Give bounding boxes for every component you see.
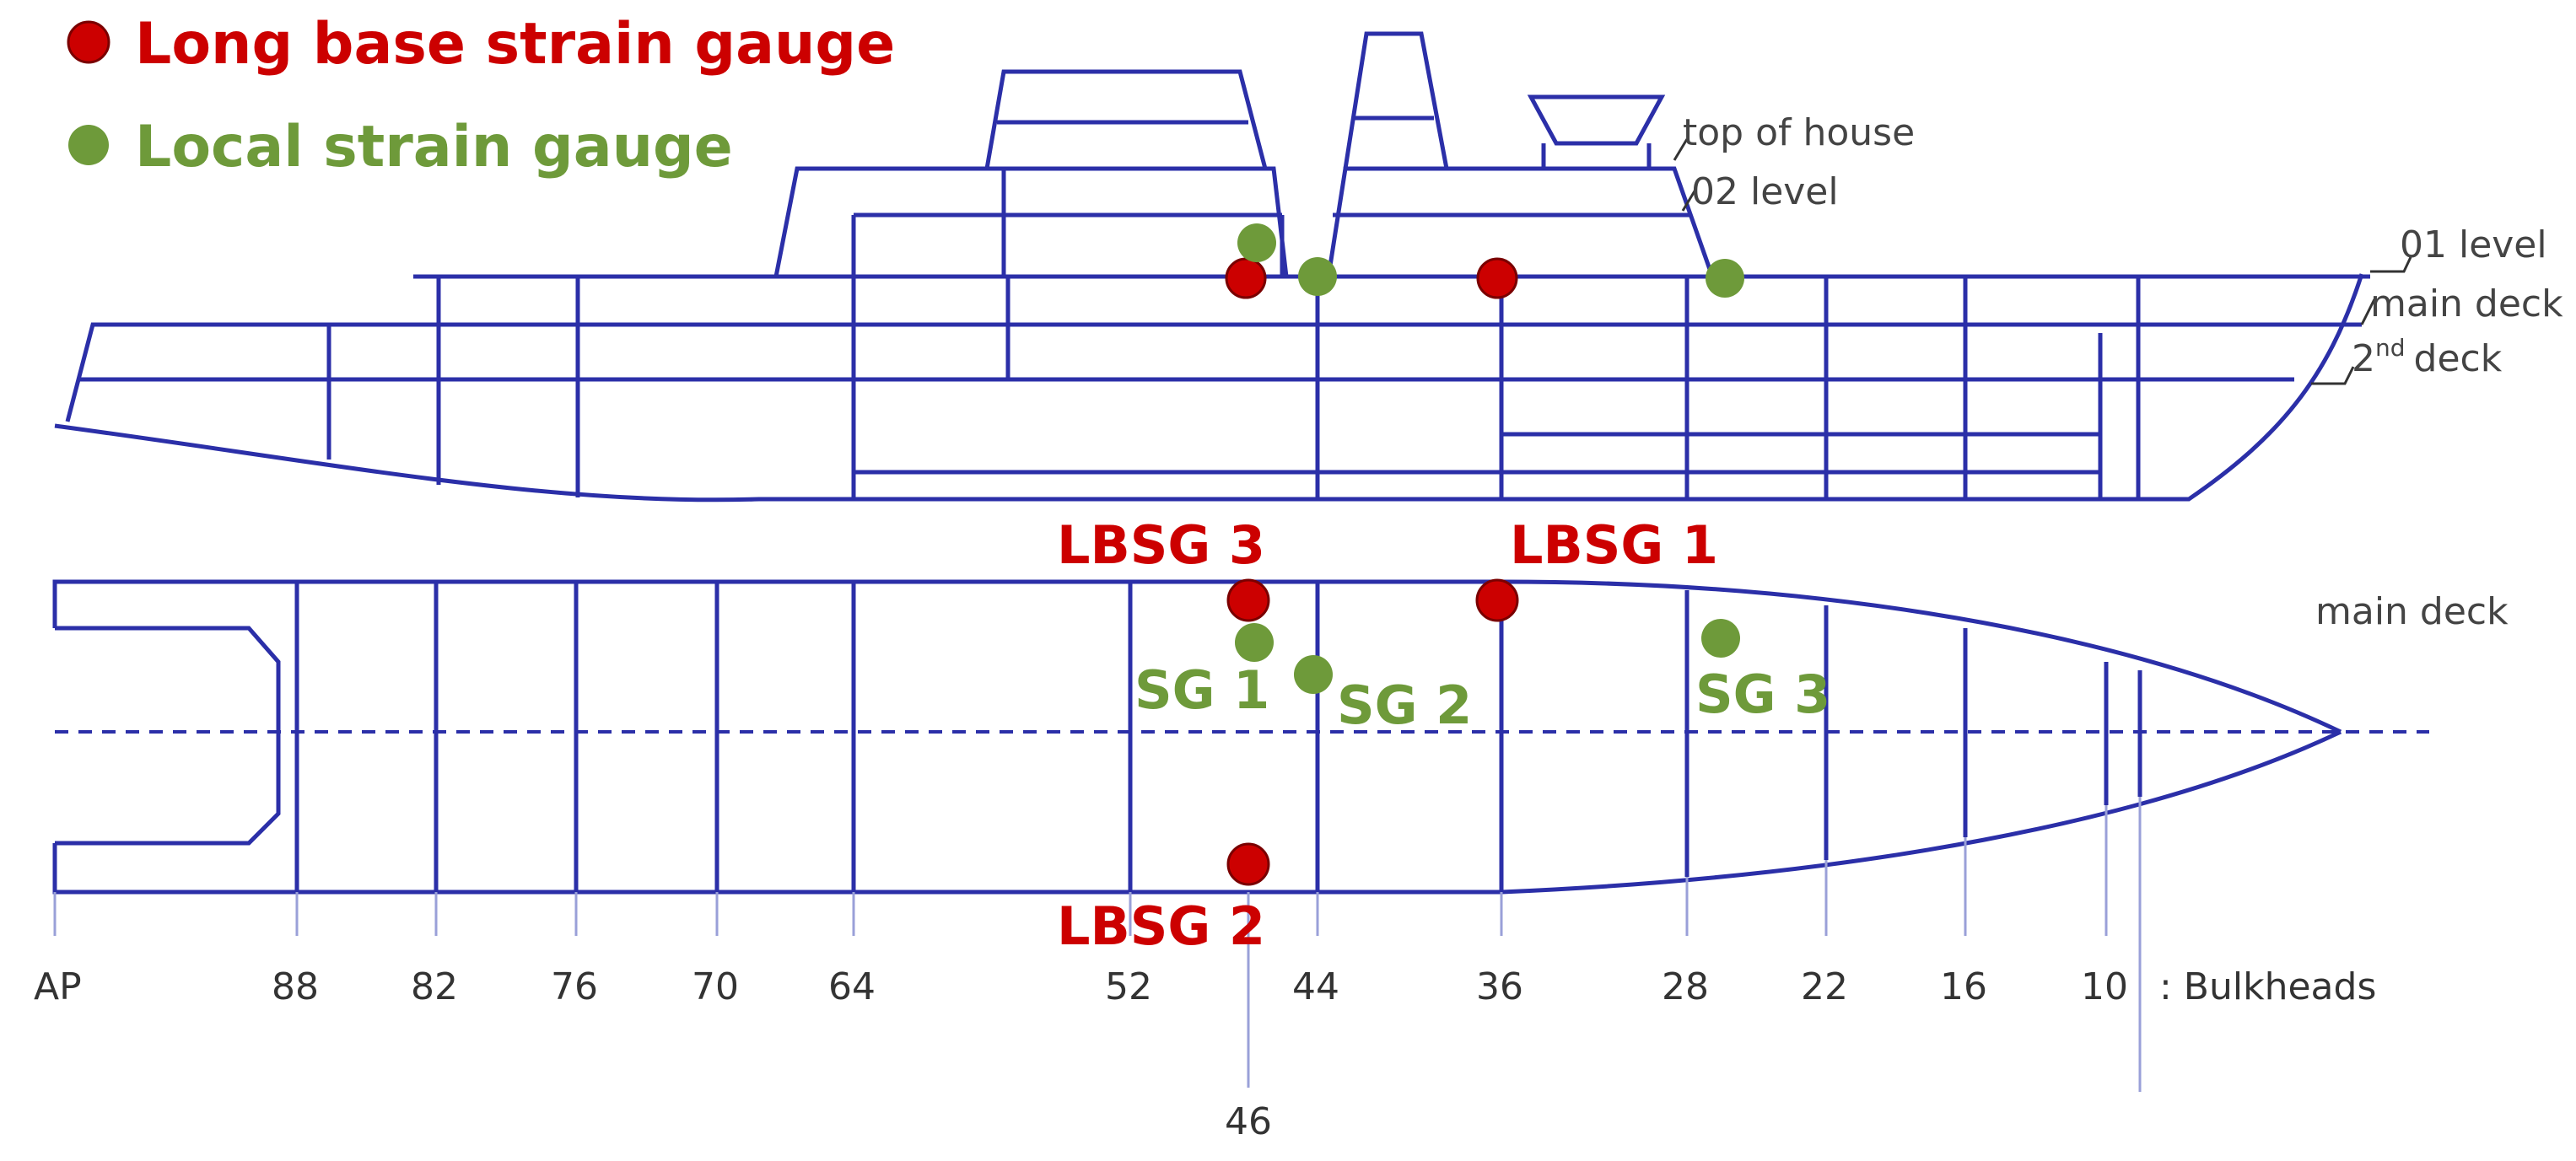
- lbsg-2-marker: [1226, 842, 1270, 886]
- label-02-level: 02 level: [1691, 170, 1839, 213]
- side-sg-1-marker: [1237, 223, 1276, 262]
- label-second-deck-sup: nd: [2375, 334, 2406, 362]
- label-lbsg-2: LBSG 2: [1057, 895, 1265, 957]
- label-lbsg-3: LBSG 3: [1057, 514, 1265, 576]
- bulkhead-label-70: 70: [692, 965, 739, 1008]
- label-sg-2: SG 2: [1337, 675, 1472, 736]
- plan-transom-cutout: [55, 626, 281, 846]
- legend-local-marker: [68, 125, 109, 165]
- gauge-labels: LBSG 3 LBSG 1 LBSG 2 SG 1 SG 2 SG 3: [1057, 514, 1830, 957]
- mast-block: [1343, 31, 1449, 169]
- bulkhead-label-76: 76: [551, 965, 598, 1008]
- label-sg-3: SG 3: [1695, 664, 1830, 725]
- label-main-deck: main deck: [2370, 282, 2563, 325]
- legend-long-base-label: Long base strain gauge: [135, 11, 895, 78]
- label-second-deck: 2nd deck: [2352, 334, 2503, 380]
- top-of-house-leader: [1673, 138, 1689, 161]
- side-lbsg-3-marker: [1225, 257, 1267, 299]
- bulkhead-label-ap: AP: [34, 965, 82, 1008]
- bridge-top: [1527, 94, 1666, 146]
- hull-stern-profile: [65, 322, 2362, 422]
- plan-outline-starboard: [52, 729, 2342, 895]
- lbsg-3-marker: [1226, 578, 1270, 622]
- second-deck-leader: [2311, 366, 2355, 385]
- bulkhead-label-52: 52: [1105, 965, 1152, 1008]
- label-plan-main-deck: main deck: [2315, 590, 2509, 633]
- bulkhead-label-36: 36: [1476, 965, 1523, 1008]
- superstructure-fwd-block: [1326, 166, 1715, 277]
- label-lbsg-1: LBSG 1: [1510, 514, 1718, 576]
- bulkhead-label-44: 44: [1292, 965, 1339, 1008]
- side-gauges: [1225, 223, 1744, 299]
- bulkhead-label-16: 16: [1940, 965, 1987, 1008]
- label-sg-1: SG 1: [1134, 659, 1269, 721]
- level-02-leader: [1681, 189, 1697, 212]
- level-01-leader: [2370, 256, 2412, 273]
- bulkhead-label-22: 22: [1801, 965, 1848, 1008]
- bulkhead-label-28: 28: [1662, 965, 1709, 1008]
- label-top-of-house: top of house: [1683, 111, 1915, 154]
- sg-2-marker: [1294, 655, 1333, 694]
- bulkhead-labels: AP 88 82 76 70 64 52 44 36 28 22 16 10 :…: [34, 965, 2376, 1143]
- bulkheads-suffix: : Bulkheads: [2159, 965, 2376, 1008]
- legend-long-base-marker: [67, 20, 110, 64]
- plan-outline-port: [52, 579, 2342, 734]
- bulkhead-label-10: 10: [2081, 965, 2128, 1008]
- side-sg-3-marker: [1706, 259, 1744, 298]
- hull-keel-line: [54, 273, 2364, 503]
- legend: Long base strain gauge Local strain gaug…: [67, 11, 895, 180]
- plan-view: [52, 579, 2342, 895]
- label-01-level: 01 level: [2400, 223, 2547, 266]
- sg-1-marker: [1235, 623, 1274, 662]
- side-elevation: [54, 31, 2370, 503]
- legend-local-label: Local strain gauge: [135, 114, 733, 180]
- sg-3-marker: [1701, 619, 1740, 658]
- side-sg-2-marker: [1298, 257, 1337, 296]
- lbsg-1-marker: [1475, 578, 1519, 622]
- bulkhead-extension-lines: [53, 797, 2142, 1092]
- bulkhead-label-82: 82: [411, 965, 458, 1008]
- house-aft-block: [984, 69, 1268, 169]
- main-deck-leader: [2360, 298, 2376, 325]
- side-lbsg-1-marker: [1476, 257, 1518, 299]
- deck-labels: top of house 02 level 01 level main deck…: [1673, 111, 2563, 385]
- plan-gauges: [1226, 578, 1740, 886]
- frame-46-label: 46: [1225, 1100, 1272, 1143]
- bulkhead-label-64: 64: [828, 965, 876, 1008]
- bulkhead-label-88: 88: [272, 965, 319, 1008]
